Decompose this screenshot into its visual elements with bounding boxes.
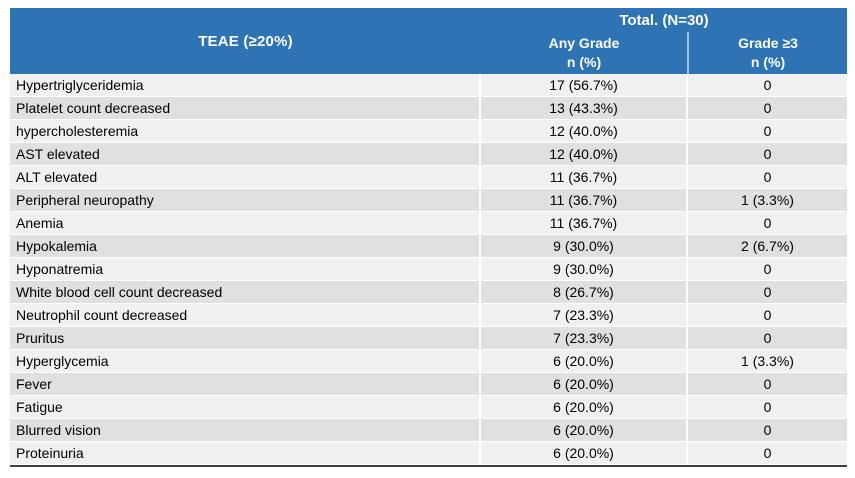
teae-cell: Proteinuria (10, 442, 481, 464)
table-row: Anemia 11 (36.7%) 0 (10, 212, 847, 235)
teae-cell: ALT elevated (10, 166, 481, 188)
teae-cell: hypercholesteremia (10, 120, 481, 142)
header-grade3-line1: Grade ≥3 (738, 35, 798, 51)
teae-cell: Platelet count decreased (10, 97, 481, 119)
header-any-grade-line1: Any Grade (548, 35, 620, 51)
any-grade-cell: 17 (56.7%) (481, 74, 688, 96)
any-grade-cell: 6 (20.0%) (481, 373, 688, 395)
teae-cell: AST elevated (10, 143, 481, 165)
header-grade3-line2: n (%) (750, 54, 786, 70)
any-grade-cell: 7 (23.3%) (481, 327, 688, 349)
grade3-cell: 0 (763, 261, 772, 277)
teae-cell: Fever (10, 373, 481, 395)
table-row: Peripheral neuropathy 11 (36.7%) 1 (3.3%) (10, 189, 847, 212)
grade3-cell: 2 (6.7%) (741, 238, 794, 254)
table-row: Pruritus 7 (23.3%) 0 (10, 327, 847, 350)
header-teae: TEAE (≥20%) (198, 32, 293, 50)
teae-cell: Neutrophil count decreased (10, 304, 481, 326)
grade3-cell: 0 (763, 376, 772, 392)
grade3-cell: 0 (763, 215, 772, 231)
header-any-grade-line2: n (%) (566, 54, 602, 70)
table-row: Blurred vision 6 (20.0%) 0 (10, 419, 847, 442)
any-grade-cell: 7 (23.3%) (481, 304, 688, 326)
table-body: Hypertriglyceridemia 17 (56.7%) 0 Platelet … (10, 74, 847, 467)
grade3-cell: 0 (763, 100, 772, 116)
table-header: TEAE (≥20%) Total. (N=30) Any Grade n (%… (10, 8, 847, 74)
any-grade-cell: 8 (26.7%) (481, 281, 688, 303)
teae-cell: Hyponatremia (10, 258, 481, 280)
header-subrow: Any Grade n (%) Grade ≥3 n (%) (481, 32, 847, 74)
table-row: Fatigue 6 (20.0%) 0 (10, 396, 847, 419)
teae-cell: Anemia (10, 212, 481, 234)
any-grade-cell: 6 (20.0%) (481, 396, 688, 418)
teae-cell: Fatigue (10, 396, 481, 418)
grade3-cell: 0 (763, 307, 772, 323)
table-row: Hyponatremia 9 (30.0%) 0 (10, 258, 847, 281)
header-total: Total. (N=30) (619, 11, 709, 29)
teae-cell: White blood cell count decreased (10, 281, 481, 303)
grade3-cell: 0 (763, 399, 772, 415)
grade3-cell: 0 (763, 169, 772, 185)
grade3-cell: 0 (763, 123, 772, 139)
table-row: AST elevated 12 (40.0%) 0 (10, 143, 847, 166)
grade3-cell: 0 (763, 284, 772, 300)
grade3-cell: 0 (763, 445, 772, 461)
table-row: Fever 6 (20.0%) 0 (10, 373, 847, 396)
any-grade-cell: 6 (20.0%) (481, 419, 688, 441)
header-any-grade: Any Grade n (%) (481, 32, 687, 74)
table-row: ALT elevated 11 (36.7%) 0 (10, 166, 847, 189)
table-row: Hypertriglyceridemia 17 (56.7%) 0 (10, 74, 847, 97)
any-grade-cell: 12 (40.0%) (481, 143, 688, 165)
any-grade-cell: 9 (30.0%) (481, 235, 688, 257)
grade3-cell: 0 (763, 330, 772, 346)
table-row: Hyperglycemia 6 (20.0%) 1 (3.3%) (10, 350, 847, 373)
any-grade-cell: 13 (43.3%) (481, 97, 688, 119)
any-grade-cell: 12 (40.0%) (481, 120, 688, 142)
any-grade-cell: 6 (20.0%) (481, 442, 688, 464)
table-row: White blood cell count decreased 8 (26.7%… (10, 281, 847, 304)
table-row: Proteinuria 6 (20.0%) 0 (10, 442, 847, 465)
any-grade-cell: 6 (20.0%) (481, 350, 688, 372)
teae-cell: Hypokalemia (10, 235, 481, 257)
grade3-cell: 0 (763, 146, 772, 162)
teae-cell: Pruritus (10, 327, 481, 349)
grade3-cell: 0 (763, 77, 772, 93)
any-grade-cell: 11 (36.7%) (481, 189, 688, 211)
header-total-group: Total. (N=30) Any Grade n (%) Grade ≥3 n… (481, 8, 847, 74)
teae-cell: Hyperglycemia (10, 350, 481, 372)
table-row: Platelet count decreased 13 (43.3%) 0 (10, 97, 847, 120)
grade3-cell: 1 (3.3%) (741, 353, 794, 369)
header-grade3: Grade ≥3 n (%) (689, 32, 847, 74)
table-row: hypercholesteremia 12 (40.0%) 0 (10, 120, 847, 143)
any-grade-cell: 11 (36.7%) (481, 166, 688, 188)
header-column-divider (687, 32, 689, 74)
grade3-cell: 1 (3.3%) (741, 192, 794, 208)
table-row: Hypokalemia 9 (30.0%) 2 (6.7%) (10, 235, 847, 258)
grade3-cell: 0 (763, 422, 772, 438)
any-grade-cell: 9 (30.0%) (481, 258, 688, 280)
teae-cell: Peripheral neuropathy (10, 189, 481, 211)
teae-cell: Blurred vision (10, 419, 481, 441)
table-row: Neutrophil count decreased 7 (23.3%) 0 (10, 304, 847, 327)
teae-cell: Hypertriglyceridemia (10, 74, 481, 96)
teae-table: TEAE (≥20%) Total. (N=30) Any Grade n (%… (10, 8, 847, 467)
any-grade-cell: 11 (36.7%) (481, 212, 688, 234)
